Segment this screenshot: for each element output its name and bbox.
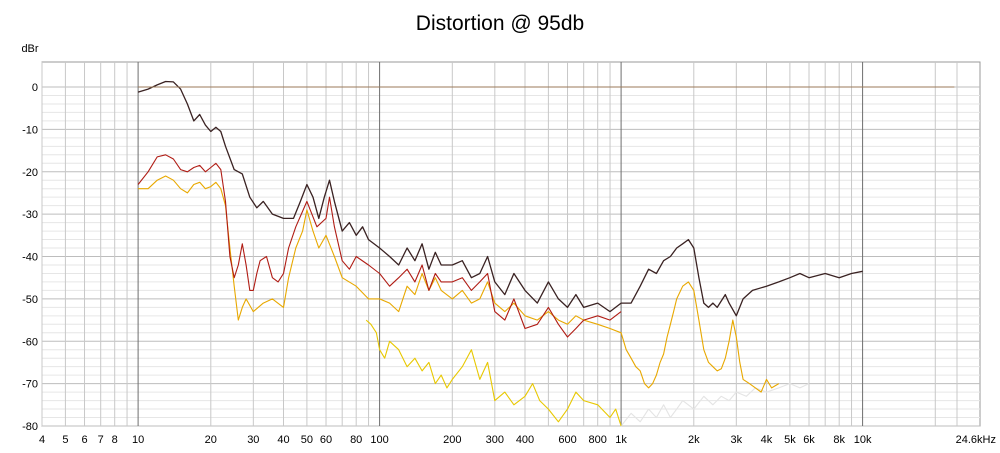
y-tick-label: -40 (22, 252, 38, 264)
series-line-h3 (138, 175, 780, 393)
x-axis-ticks: 4 5 6 7 8 10 20 30 40 50 60 80 100 200 300 400 600 800 1k 2… (39, 434, 996, 446)
series-line-h4 (365, 319, 622, 427)
x-tick-label: 60 (320, 434, 332, 446)
y-tick-label: -20 (22, 167, 38, 179)
x-tick-label: 8k (833, 434, 845, 446)
x-tick-label: 40 (277, 434, 289, 446)
y-tick-label: -60 (22, 336, 38, 348)
series-line-total-distortion (137, 80, 863, 317)
x-tick-label: 5 (62, 434, 68, 446)
x-tick-label: 10k (854, 434, 872, 446)
x-tick-label: 3k (731, 434, 743, 446)
y-axis-ticks: 0 -10 -20 -30 -40 -50 -60 -70 -80 (22, 82, 38, 433)
series-line-h5 (620, 383, 810, 427)
x-tick-label: 2k (688, 434, 700, 446)
x-tick-label: 600 (558, 434, 576, 446)
x-tick-label: 6 (81, 434, 87, 446)
y-tick-label: -80 (22, 421, 38, 433)
series-line-h2 (137, 154, 622, 338)
x-tick-label: 8 (112, 434, 118, 446)
series-layer (137, 80, 955, 427)
y-tick-label: -70 (22, 379, 38, 391)
x-tick-label: 200 (443, 434, 461, 446)
x-tick-label: 7 (98, 434, 104, 446)
x-tick-label: 50 (301, 434, 313, 446)
x-tick-label: 100 (370, 434, 388, 446)
y-tick-label: -50 (22, 294, 38, 306)
y-axis-unit: dBr (21, 43, 38, 55)
x-tick-label: 4k (761, 434, 773, 446)
y-tick-label: -10 (22, 124, 38, 136)
plot-background (41, 61, 981, 427)
x-tick-label: 24.6kHz (956, 434, 996, 446)
x-tick-label: 80 (350, 434, 362, 446)
x-tick-label: 10 (132, 434, 144, 446)
x-tick-label: 4 (39, 434, 45, 446)
x-tick-label: 1k (615, 434, 627, 446)
y-tick-label: 0 (32, 82, 38, 94)
x-tick-label: 20 (205, 434, 217, 446)
x-tick-label: 6k (803, 434, 815, 446)
chart-title: Distortion @ 95db (416, 12, 584, 35)
y-tick-label: -30 (22, 209, 38, 221)
x-tick-label: 800 (589, 434, 607, 446)
x-tick-label: 5k (784, 434, 796, 446)
x-tick-label: 30 (247, 434, 259, 446)
x-tick-label: 300 (486, 434, 504, 446)
grid (41, 62, 980, 427)
x-tick-label: 400 (516, 434, 534, 446)
